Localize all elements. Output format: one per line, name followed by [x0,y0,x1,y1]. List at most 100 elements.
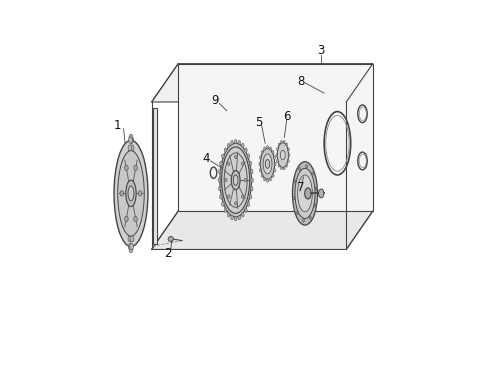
Polygon shape [152,211,373,249]
Ellipse shape [127,173,131,179]
Ellipse shape [238,141,240,145]
Ellipse shape [249,195,252,199]
Ellipse shape [266,146,269,149]
Text: 1: 1 [114,119,121,132]
Ellipse shape [286,143,288,146]
Ellipse shape [274,156,276,159]
Ellipse shape [247,154,250,158]
Ellipse shape [168,236,173,242]
Ellipse shape [241,143,244,148]
Ellipse shape [220,195,222,199]
Ellipse shape [224,148,227,152]
Ellipse shape [129,244,132,250]
Ellipse shape [224,208,227,213]
Ellipse shape [272,151,274,154]
Ellipse shape [259,169,262,172]
Ellipse shape [231,141,233,145]
Ellipse shape [250,169,253,174]
Ellipse shape [130,244,133,250]
Ellipse shape [134,216,137,222]
Ellipse shape [274,162,276,166]
Ellipse shape [319,189,324,198]
Ellipse shape [288,148,289,151]
Ellipse shape [228,195,230,198]
Ellipse shape [259,162,261,166]
Ellipse shape [220,161,222,166]
Ellipse shape [128,145,132,151]
Ellipse shape [128,223,132,229]
Ellipse shape [283,167,285,170]
Ellipse shape [131,173,134,179]
Ellipse shape [276,159,278,162]
Ellipse shape [259,156,262,159]
Ellipse shape [288,159,289,162]
Ellipse shape [220,143,252,217]
Ellipse shape [280,151,285,160]
Text: 4: 4 [203,152,210,165]
Ellipse shape [261,151,263,154]
Ellipse shape [281,167,282,170]
Ellipse shape [131,208,134,214]
Ellipse shape [244,208,247,213]
Ellipse shape [305,165,308,168]
Ellipse shape [225,178,227,182]
Text: 5: 5 [255,116,263,129]
Ellipse shape [228,162,230,165]
Ellipse shape [286,164,288,167]
Ellipse shape [263,154,272,174]
Ellipse shape [218,169,221,174]
Ellipse shape [235,201,237,205]
Ellipse shape [244,178,247,182]
Ellipse shape [227,143,230,148]
Ellipse shape [272,174,274,177]
Ellipse shape [125,165,128,170]
Ellipse shape [241,213,244,217]
Ellipse shape [227,213,230,217]
Ellipse shape [131,190,135,196]
Ellipse shape [234,139,237,144]
Ellipse shape [283,141,285,143]
Ellipse shape [222,147,250,213]
Ellipse shape [312,172,314,175]
Ellipse shape [288,154,290,157]
Ellipse shape [309,216,311,219]
Ellipse shape [241,195,244,198]
Ellipse shape [114,140,148,247]
Ellipse shape [129,246,133,253]
Ellipse shape [276,154,277,157]
Ellipse shape [234,216,237,221]
Ellipse shape [218,187,221,191]
Ellipse shape [120,191,124,196]
Ellipse shape [250,187,253,191]
Ellipse shape [281,141,282,143]
Ellipse shape [264,147,265,151]
Ellipse shape [129,134,133,141]
Ellipse shape [261,174,263,177]
Ellipse shape [128,186,134,201]
Text: 2: 2 [164,247,171,260]
Ellipse shape [296,211,298,215]
Ellipse shape [233,175,238,185]
Ellipse shape [134,165,137,170]
Ellipse shape [238,216,240,220]
Ellipse shape [293,196,295,200]
Ellipse shape [269,147,272,151]
Ellipse shape [264,177,265,181]
Text: 6: 6 [283,110,290,123]
Ellipse shape [118,151,144,236]
Ellipse shape [305,188,311,199]
Ellipse shape [266,178,269,182]
Ellipse shape [126,180,136,207]
Ellipse shape [130,145,134,151]
Ellipse shape [130,236,134,242]
Ellipse shape [277,142,288,168]
Ellipse shape [292,162,317,225]
Ellipse shape [222,202,224,206]
Ellipse shape [128,236,132,242]
Ellipse shape [302,219,304,222]
Ellipse shape [274,169,276,172]
Ellipse shape [127,190,131,196]
Ellipse shape [131,223,134,229]
Ellipse shape [298,175,312,212]
Ellipse shape [315,187,317,190]
